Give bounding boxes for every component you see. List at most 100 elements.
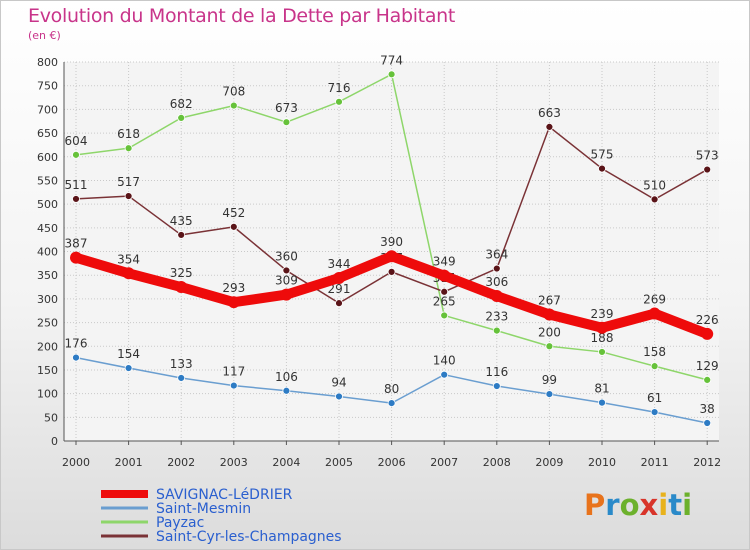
data-point: [333, 272, 345, 285]
legend-item: Saint-Mesmin: [101, 501, 251, 517]
data-label: 154: [117, 347, 140, 361]
data-point: [598, 348, 606, 356]
series-payzac: 604 618 682 708 673 716 774 265 233 200 188 158 129: [65, 53, 719, 384]
data-point: [545, 390, 554, 398]
y-tick-label: 100: [37, 388, 58, 401]
legend-item: Saint-Cyr-les-Champagnes: [101, 529, 342, 545]
data-label: 673: [275, 101, 298, 115]
y-tick-label: 650: [37, 127, 58, 140]
data-label: 716: [328, 81, 351, 95]
data-label: 269: [643, 293, 666, 307]
y-tick-label: 200: [37, 340, 58, 353]
legend-swatch: [101, 490, 148, 498]
x-tick-label: 2005: [325, 456, 353, 469]
data-point: [227, 296, 240, 309]
data-label: 233: [485, 310, 508, 324]
data-point: [440, 311, 449, 320]
data-point: [440, 287, 449, 296]
data-point: [387, 267, 396, 276]
data-point: [72, 195, 80, 203]
data-point: [177, 374, 186, 382]
series-savignac-l-drier: 387 354 325 293 309 344 390 349 306 267 239 269 226: [65, 235, 719, 340]
x-tick-label: 2012: [693, 456, 721, 469]
legend-label: Payzac: [156, 515, 204, 531]
data-point: [598, 398, 606, 407]
data-label: 618: [117, 127, 140, 141]
data-label: 452: [222, 206, 245, 220]
x-tick-label: 2010: [588, 456, 616, 469]
data-point: [545, 342, 554, 351]
legend-item: SAVIGNAC-LéDRIER: [101, 487, 293, 503]
data-label: 682: [170, 97, 193, 111]
data-point: [122, 267, 135, 280]
data-label: 387: [65, 237, 88, 251]
data-point: [701, 327, 714, 340]
data-label: 239: [591, 307, 614, 321]
y-tick-label: 150: [37, 364, 58, 377]
data-label: 226: [696, 313, 719, 327]
data-point: [650, 362, 659, 371]
data-point: [124, 364, 133, 372]
data-label: 140: [433, 354, 456, 368]
data-point: [490, 290, 503, 303]
data-point: [596, 321, 608, 334]
data-label: 663: [538, 106, 561, 120]
data-label: 94: [331, 375, 346, 389]
legend-item: Payzac: [101, 515, 204, 531]
data-label: 80: [384, 382, 399, 396]
data-point: [438, 269, 451, 282]
chart-title: Evolution du Montant de la Dette par Hab…: [28, 5, 456, 27]
data-label: 61: [647, 391, 662, 405]
data-point: [177, 231, 186, 239]
data-point: [543, 308, 556, 321]
data-point: [280, 288, 293, 301]
y-tick-label: 800: [37, 56, 58, 69]
data-point: [387, 70, 396, 79]
legend-swatch: [101, 520, 148, 524]
data-point: [703, 419, 712, 427]
data-point: [175, 281, 188, 294]
x-tick-label: 2008: [483, 456, 511, 469]
y-tick-label: 450: [37, 222, 58, 235]
data-point: [703, 375, 712, 384]
legend-label: Saint-Mesmin: [156, 501, 251, 517]
y-tick-label: 550: [37, 174, 58, 187]
y-tick-label: 400: [37, 246, 58, 259]
data-label: 117: [222, 365, 245, 379]
data-label: 38: [700, 402, 715, 416]
data-point: [650, 408, 659, 417]
data-label: 575: [591, 148, 614, 162]
legend-swatch: [101, 506, 148, 510]
data-label: 267: [538, 294, 561, 308]
legend-swatch: [101, 534, 148, 538]
y-tick-label: 750: [37, 80, 58, 93]
data-point: [229, 101, 238, 110]
data-label: 200: [538, 325, 561, 339]
series-saint-mesmin: 176 154 133 117 106 94 80 140 116 99 81 61 38: [65, 337, 715, 427]
data-label: 188: [591, 331, 614, 345]
data-label: 293: [222, 281, 245, 295]
data-label: 517: [117, 175, 140, 189]
data-point: [282, 386, 291, 395]
x-tick-label: 2007: [430, 456, 458, 469]
y-tick-label: 250: [37, 317, 58, 330]
data-point: [703, 165, 712, 174]
data-label: 390: [380, 235, 403, 249]
data-point: [282, 266, 291, 275]
data-point: [335, 97, 343, 106]
data-label: 158: [643, 345, 666, 359]
data-label: 354: [117, 252, 140, 266]
data-point: [440, 370, 449, 379]
data-label: 265: [433, 294, 456, 308]
data-point: [70, 251, 82, 264]
data-label: 176: [65, 337, 88, 351]
data-point: [492, 326, 501, 335]
x-tick-label: 2000: [62, 456, 90, 469]
data-label: 99: [542, 373, 557, 387]
data-label: 774: [380, 53, 403, 67]
data-point: [545, 123, 554, 131]
data-point: [229, 381, 238, 390]
data-point: [282, 118, 291, 127]
data-label: 309: [275, 274, 298, 288]
